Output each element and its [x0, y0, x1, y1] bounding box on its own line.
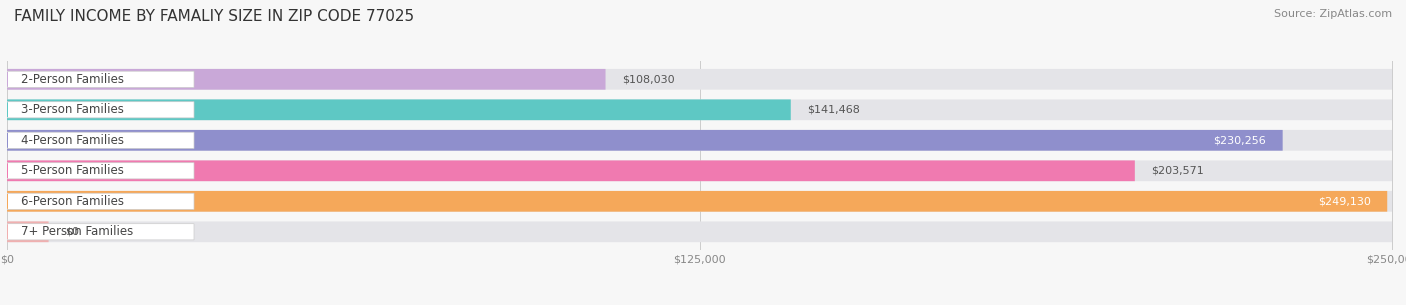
FancyBboxPatch shape — [7, 160, 1392, 181]
FancyBboxPatch shape — [7, 130, 1282, 151]
FancyBboxPatch shape — [7, 99, 790, 120]
FancyBboxPatch shape — [7, 69, 606, 90]
Text: 6-Person Families: 6-Person Families — [21, 195, 124, 208]
FancyBboxPatch shape — [7, 130, 1392, 151]
FancyBboxPatch shape — [7, 69, 1392, 90]
FancyBboxPatch shape — [7, 163, 194, 179]
Text: FAMILY INCOME BY FAMALIY SIZE IN ZIP CODE 77025: FAMILY INCOME BY FAMALIY SIZE IN ZIP COD… — [14, 9, 415, 24]
FancyBboxPatch shape — [7, 132, 194, 149]
Text: $0: $0 — [65, 227, 79, 237]
FancyBboxPatch shape — [7, 102, 194, 118]
FancyBboxPatch shape — [7, 191, 1392, 212]
Text: 3-Person Families: 3-Person Families — [21, 103, 124, 116]
Text: $108,030: $108,030 — [621, 74, 675, 84]
Text: 7+ Person Families: 7+ Person Families — [21, 225, 134, 238]
Text: Source: ZipAtlas.com: Source: ZipAtlas.com — [1274, 9, 1392, 19]
FancyBboxPatch shape — [7, 71, 194, 88]
Text: 2-Person Families: 2-Person Families — [21, 73, 124, 86]
FancyBboxPatch shape — [7, 99, 1392, 120]
FancyBboxPatch shape — [7, 160, 1135, 181]
FancyBboxPatch shape — [7, 221, 49, 242]
FancyBboxPatch shape — [7, 221, 1392, 242]
Text: $141,468: $141,468 — [807, 105, 860, 115]
Text: $230,256: $230,256 — [1213, 135, 1265, 145]
FancyBboxPatch shape — [7, 193, 194, 210]
Text: 5-Person Families: 5-Person Families — [21, 164, 124, 177]
Text: $249,130: $249,130 — [1317, 196, 1371, 206]
FancyBboxPatch shape — [7, 224, 194, 240]
Text: $203,571: $203,571 — [1152, 166, 1204, 176]
FancyBboxPatch shape — [7, 191, 1388, 212]
Text: 4-Person Families: 4-Person Families — [21, 134, 124, 147]
